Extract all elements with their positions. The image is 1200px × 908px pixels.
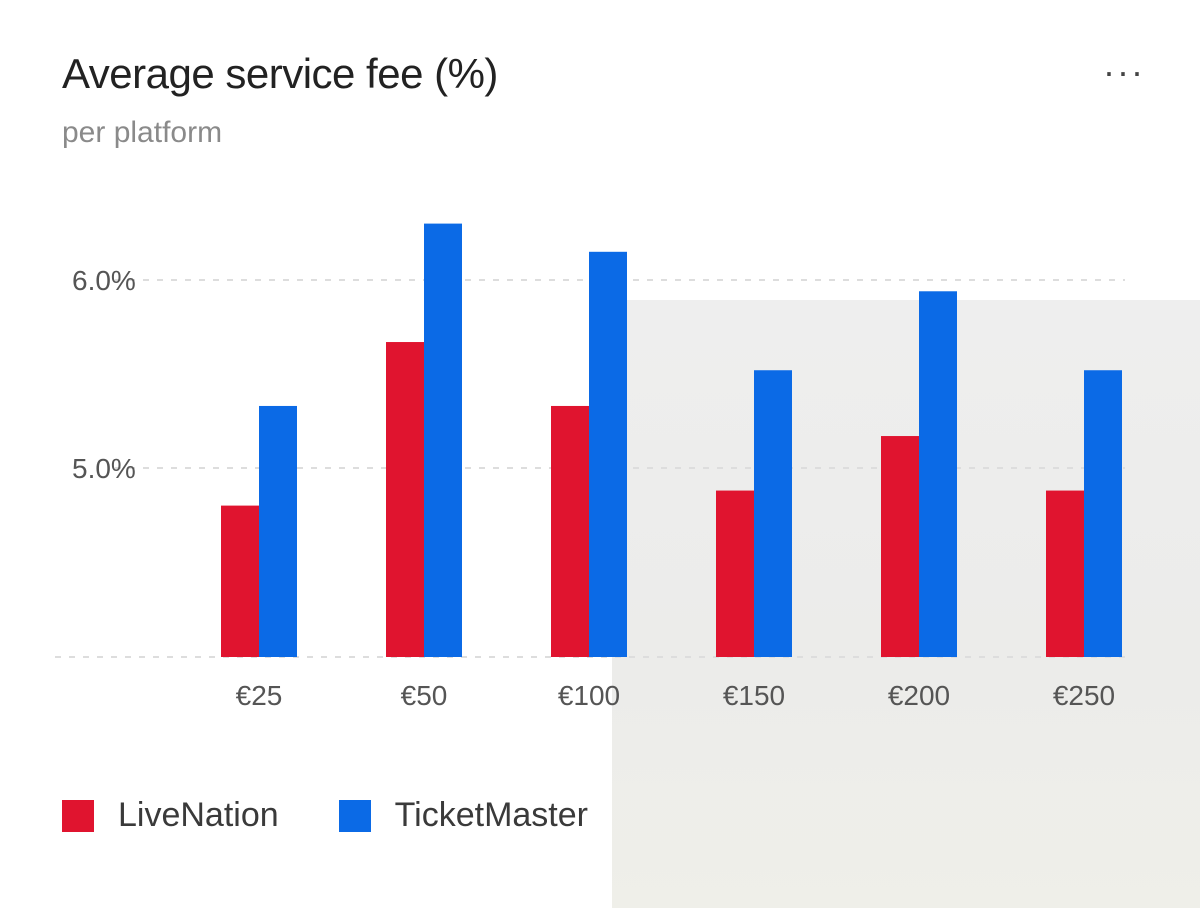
legend-item-livenation[interactable]: LiveNation bbox=[62, 796, 279, 835]
bar-ticketmaster bbox=[259, 405, 297, 657]
x-tick-label: €25 bbox=[236, 680, 283, 711]
bar-ticketmaster bbox=[1084, 370, 1122, 657]
x-tick-label: €50 bbox=[401, 680, 448, 711]
bar-livenation bbox=[221, 505, 259, 657]
bar-ticketmaster bbox=[754, 370, 792, 657]
chart-title: Average service fee (%) bbox=[62, 50, 498, 97]
x-tick-label: €150 bbox=[723, 680, 785, 711]
legend-label-ticketmaster: TicketMaster bbox=[394, 796, 588, 834]
more-options-icon[interactable]: ··· bbox=[1103, 51, 1145, 92]
bar-livenation bbox=[716, 490, 754, 657]
chart-subtitle: per platform bbox=[62, 116, 223, 149]
x-tick-label: €200 bbox=[888, 680, 950, 711]
y-tick-label: 5.0% bbox=[72, 453, 136, 484]
legend-swatch-ticketmaster bbox=[338, 799, 371, 832]
x-tick-label: €100 bbox=[558, 680, 620, 711]
y-tick-label: 6.0% bbox=[72, 265, 136, 296]
legend-swatch-livenation bbox=[62, 799, 94, 832]
bar-livenation bbox=[881, 436, 919, 657]
bar-livenation bbox=[1046, 490, 1084, 657]
legend-item-ticketmaster[interactable]: TicketMaster bbox=[338, 796, 588, 835]
legend: LiveNation TicketMaster bbox=[62, 796, 648, 835]
bar-ticketmaster bbox=[919, 291, 957, 657]
bar-ticketmaster bbox=[424, 223, 462, 657]
legend-label-livenation: LiveNation bbox=[118, 796, 279, 834]
x-tick-label: €250 bbox=[1053, 680, 1115, 711]
bar-livenation bbox=[386, 342, 424, 657]
bar-ticketmaster bbox=[589, 251, 627, 658]
bar-livenation bbox=[551, 405, 589, 657]
